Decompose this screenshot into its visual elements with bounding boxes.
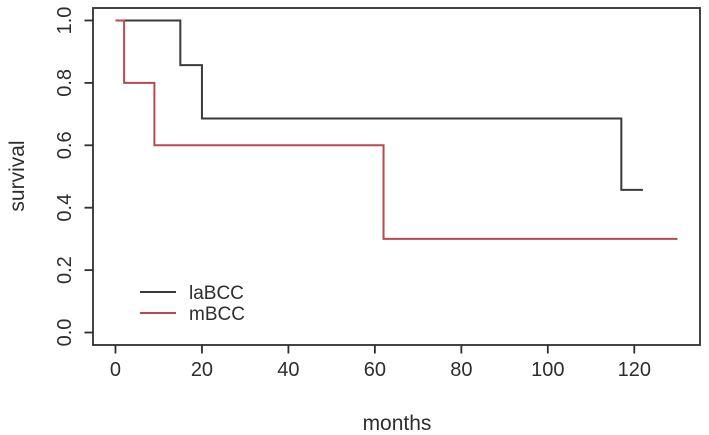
legend-label-laBCC: laBCC	[189, 283, 244, 304]
survival-curve-mBCC	[115, 19, 678, 240]
plot-area-border	[92, 7, 701, 346]
x-tick-label: 80	[450, 359, 472, 381]
x-tick-label: 0	[110, 359, 121, 381]
y-tick-label: 0.8	[54, 69, 76, 97]
x-tick-label: 20	[191, 359, 213, 381]
x-axis-title: months	[363, 412, 432, 435]
x-axis-ticks: 0 20 40 60 80 100 120	[110, 345, 651, 381]
x-tick-label: 60	[364, 359, 386, 381]
y-tick-label: 1.0	[54, 7, 76, 35]
x-tick-label: 120	[618, 359, 651, 381]
y-axis-ticks: 0.0 0.2 0.4 0.6 0.8 1.0	[54, 7, 93, 347]
y-tick-label: 0.4	[54, 194, 76, 222]
survival-curve-laBCC	[115, 19, 643, 191]
y-tick-label: 0.0	[54, 319, 76, 347]
x-tick-label: 40	[277, 359, 299, 381]
y-tick-label: 0.2	[54, 256, 76, 284]
y-axis-title: survival	[6, 140, 29, 211]
survival-curves	[115, 19, 678, 240]
y-tick-label: 0.6	[54, 131, 76, 159]
legend-label-mBCC: mBCC	[189, 304, 245, 325]
x-tick-label: 100	[531, 359, 564, 381]
